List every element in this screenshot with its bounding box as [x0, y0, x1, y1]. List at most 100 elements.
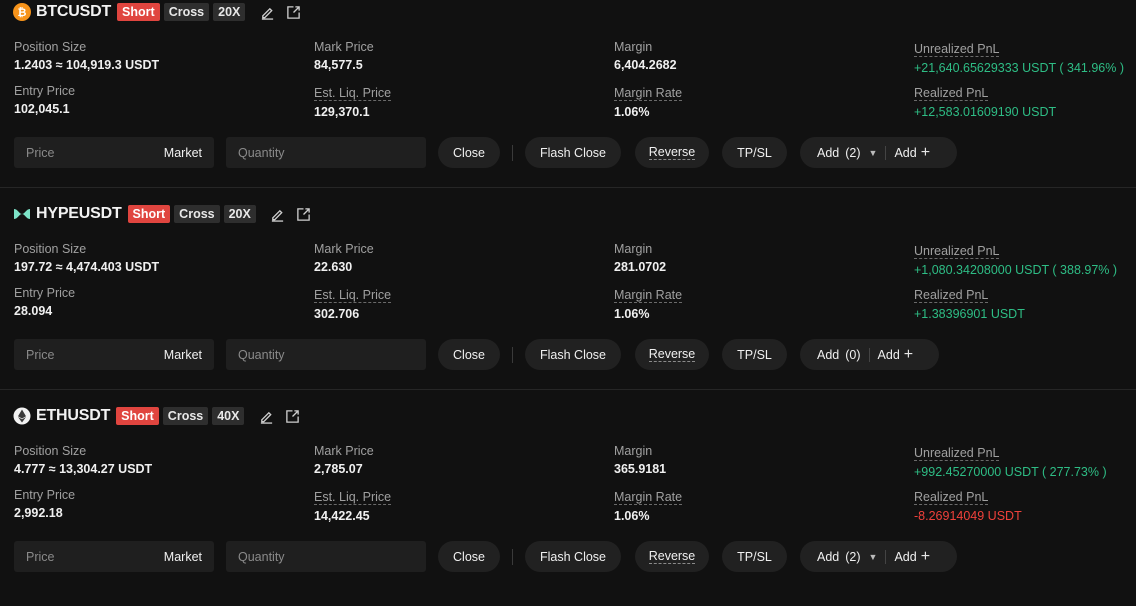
tpsl-button[interactable]: TP/SL [722, 541, 787, 572]
margin-mode-badge[interactable]: Cross [174, 205, 220, 223]
entry-price-field: Entry Price 2,992.18 [14, 488, 75, 521]
realized-pnl-value: +12,583.01609190 USDT [914, 105, 1057, 119]
flash-close-button[interactable]: Flash Close [525, 541, 621, 572]
position-size-field: Position Size 197.72 ≈ 4,474.403 USDT [14, 242, 159, 275]
edit-icon[interactable] [258, 408, 274, 424]
close-quantity-input[interactable]: Quantity [226, 339, 426, 370]
reverse-button[interactable]: Reverse [635, 339, 709, 370]
add-dropdown[interactable]: Add (2) ▼ [817, 541, 877, 572]
svg-text:₿: ₿ [18, 6, 27, 19]
position-size-field: Position Size 1.2403 ≈ 104,919.3 USDT [14, 40, 159, 73]
margin-rate-label[interactable]: Margin Rate [614, 288, 683, 303]
add-button-label: Add [894, 145, 917, 160]
margin-field: Margin 6,404.2682 [614, 40, 677, 73]
price-placeholder: Price [26, 347, 55, 362]
margin-rate-value: 1.06% [614, 307, 650, 321]
entry-price-value: 2,992.18 [14, 506, 63, 520]
position-header: ₿ BTCUSDT Short Cross 20X [13, 1, 301, 23]
position-size-field: Position Size 4.777 ≈ 13,304.27 USDT [14, 444, 152, 477]
add-button[interactable]: Add + [894, 541, 930, 572]
margin-label: Margin [614, 242, 653, 256]
realized-pnl-label[interactable]: Realized PnL [914, 86, 989, 101]
market-toggle[interactable]: Market [163, 549, 202, 564]
realized-pnl-field: Realized PnL +1.38396901 USDT [914, 286, 1025, 322]
margin-label: Margin [614, 444, 653, 458]
realized-pnl-value: -8.26914049 USDT [914, 509, 1022, 523]
liq-price-value: 302.706 [314, 307, 360, 321]
unrealized-pnl-value: +21,640.65629333 USDT ( 341.96% ) [914, 61, 1124, 75]
edit-icon[interactable] [270, 206, 286, 222]
add-count: (0) [845, 347, 861, 362]
tpsl-button[interactable]: TP/SL [722, 339, 787, 370]
plus-icon: + [920, 547, 931, 565]
bitcoin-icon: ₿ [13, 3, 31, 21]
add-button[interactable]: Add + [878, 339, 914, 370]
realized-pnl-value: +1.38396901 USDT [914, 307, 1025, 321]
position-card: ETHUSDT Short Cross 40X Position Size 4.… [0, 404, 1136, 606]
margin-rate-label[interactable]: Margin Rate [614, 86, 683, 101]
unrealized-pnl-label[interactable]: Unrealized PnL [914, 446, 1000, 461]
liq-price-label[interactable]: Est. Liq. Price [314, 86, 392, 101]
add-button[interactable]: Add + [894, 137, 930, 168]
plus-icon: + [920, 143, 931, 161]
mark-price-label: Mark Price [314, 444, 374, 458]
add-count: (2) [845, 549, 861, 564]
edit-icon[interactable] [259, 4, 275, 20]
button-divider [512, 347, 513, 363]
close-price-input[interactable]: Price Market [14, 137, 214, 168]
share-icon[interactable] [284, 408, 300, 424]
realized-pnl-label[interactable]: Realized PnL [914, 288, 989, 303]
close-quantity-input[interactable]: Quantity [226, 137, 426, 168]
symbol-name: BTCUSDT [36, 3, 112, 20]
margin-rate-label[interactable]: Margin Rate [614, 490, 683, 505]
liq-price-label[interactable]: Est. Liq. Price [314, 490, 392, 505]
market-toggle[interactable]: Market [163, 145, 202, 160]
share-icon[interactable] [296, 206, 312, 222]
hyperliquid-icon [13, 205, 31, 223]
reverse-button[interactable]: Reverse [635, 137, 709, 168]
margin-rate-field: Margin Rate 1.06% [614, 84, 683, 120]
mark-price-value: 2,785.07 [314, 462, 363, 476]
add-margin-group: Add (2) ▼ Add + [800, 541, 957, 572]
margin-rate-field: Margin Rate 1.06% [614, 488, 683, 524]
margin-rate-value: 1.06% [614, 509, 650, 523]
position-size-label: Position Size [14, 40, 87, 54]
add-dropdown[interactable]: Add (2) ▼ [817, 137, 877, 168]
add-count: (2) [845, 145, 861, 160]
share-icon[interactable] [285, 4, 301, 20]
leverage-badge[interactable]: 20X [223, 205, 256, 223]
tpsl-button[interactable]: TP/SL [722, 137, 787, 168]
close-price-input[interactable]: Price Market [14, 339, 214, 370]
margin-mode-badge[interactable]: Cross [162, 407, 209, 425]
add-divider [868, 347, 870, 362]
reverse-button[interactable]: Reverse [635, 541, 709, 572]
close-button[interactable]: Close [438, 137, 500, 168]
close-button[interactable]: Close [438, 339, 500, 370]
reverse-label: Reverse [648, 145, 696, 160]
side-badge: Short [127, 205, 171, 223]
flash-close-button[interactable]: Flash Close [525, 137, 621, 168]
unrealized-pnl-label[interactable]: Unrealized PnL [914, 244, 1000, 259]
unrealized-pnl-value: +1,080.34208000 USDT ( 388.97% ) [914, 263, 1118, 277]
close-button[interactable]: Close [438, 541, 500, 572]
market-toggle[interactable]: Market [163, 347, 202, 362]
close-price-input[interactable]: Price Market [14, 541, 214, 572]
position-size-label: Position Size [14, 444, 87, 458]
add-dropdown[interactable]: Add (0) [817, 339, 861, 370]
flash-close-button[interactable]: Flash Close [525, 339, 621, 370]
leverage-badge[interactable]: 20X [213, 3, 246, 21]
unrealized-pnl-label[interactable]: Unrealized PnL [914, 42, 1000, 57]
entry-price-label: Entry Price [14, 488, 76, 502]
margin-mode-badge[interactable]: Cross [163, 3, 210, 21]
position-card: ₿ BTCUSDT Short Cross 20X Position Size … [0, 0, 1136, 202]
ethereum-icon [13, 407, 31, 425]
quantity-placeholder: Quantity [238, 347, 285, 362]
liq-price-label[interactable]: Est. Liq. Price [314, 288, 392, 303]
leverage-badge[interactable]: 40X [212, 407, 245, 425]
price-placeholder: Price [26, 145, 55, 160]
quantity-placeholder: Quantity [238, 145, 285, 160]
close-quantity-input[interactable]: Quantity [226, 541, 426, 572]
realized-pnl-label[interactable]: Realized PnL [914, 490, 989, 505]
button-divider [512, 145, 513, 161]
section-divider [0, 187, 1136, 188]
